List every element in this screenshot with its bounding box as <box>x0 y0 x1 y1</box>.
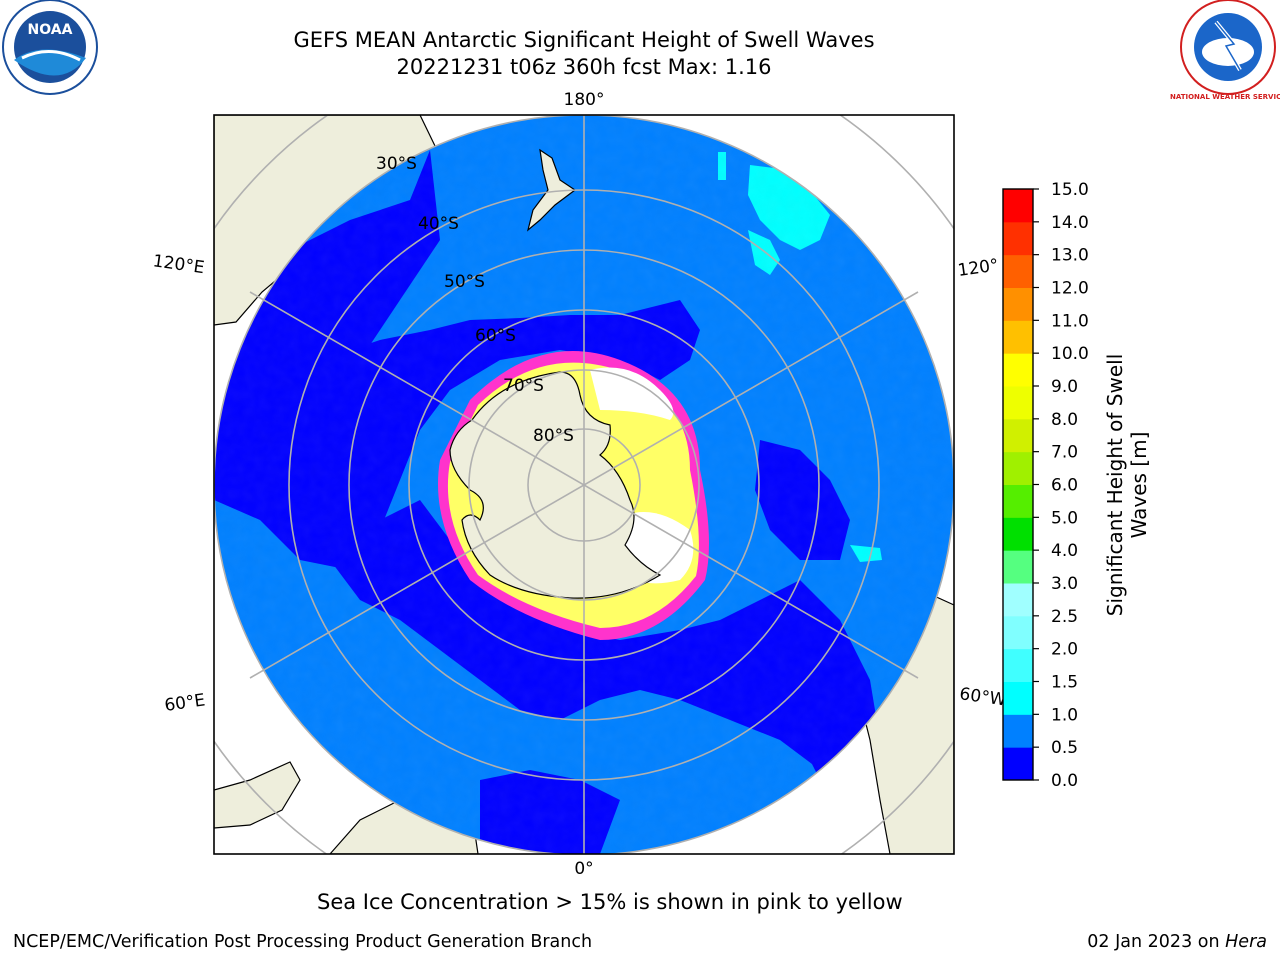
colorbar-tick-label: 11.0 <box>1051 311 1089 331</box>
colorbar-tick-label: 15.0 <box>1051 180 1089 200</box>
colorbar-swatch <box>1003 550 1033 584</box>
lat-label-50s: 50°S <box>444 272 485 292</box>
colorbar-title-line1: Significant Height of Swell <box>1103 354 1127 616</box>
footer-date: 02 Jan 2023 on Hera <box>1087 932 1267 952</box>
colorbar-tick-label: 12.0 <box>1051 279 1089 299</box>
colorbar-swatch <box>1003 615 1033 650</box>
colorbar-swatch <box>1003 418 1033 453</box>
colorbar-swatch <box>1003 681 1033 715</box>
colorbar-swatch <box>1003 221 1033 256</box>
colorbar-tick-label: 9.0 <box>1051 377 1078 397</box>
colorbar-swatch <box>1003 648 1033 682</box>
colorbar-swatch <box>1003 353 1033 387</box>
lat-label-40s: 40°S <box>418 214 459 234</box>
map-area: 30°S 40°S 50°S 60°S 70°S 80°S <box>214 115 954 854</box>
footer-date-text: 02 Jan 2023 on <box>1087 932 1226 952</box>
colorbar-swatch <box>1003 517 1033 551</box>
colorbar-tick-label: 6.0 <box>1051 476 1078 496</box>
lat-label-30s: 30°S <box>376 154 417 174</box>
colorbar: 0.0 0.5 1.0 1.5 2.0 2.5 3.0 4.0 5.0 6.0 7.0 8.0 9.0 1… <box>1002 180 1089 791</box>
noaa-logo-text: NOAA <box>28 22 73 38</box>
lon-label-top: 180° <box>564 90 605 110</box>
colorbar-swatch <box>1003 714 1033 748</box>
new-zealand <box>526 148 577 232</box>
lat-label-70s: 70°S <box>503 376 544 396</box>
colorbar-tick-label: 7.0 <box>1051 443 1078 463</box>
colorbar-tick-label: 14.0 <box>1051 213 1089 233</box>
colorbar-tick-label: 8.0 <box>1051 410 1078 430</box>
colorbar-tick-label: 5.0 <box>1051 508 1078 528</box>
lon-label-lower-left: 60°E <box>163 690 206 715</box>
colorbar-tick-label: 13.0 <box>1051 246 1089 266</box>
map-title: GEFS MEAN Antarctic Significant Height o… <box>293 28 875 52</box>
nws-logo-text: NATIONAL WEATHER SERVICE <box>1170 93 1280 101</box>
lat-label-60s: 60°S <box>475 326 516 346</box>
colorbar-title: Significant Height of Swell Waves [m] <box>1103 354 1151 616</box>
colorbar-swatch <box>1003 287 1033 321</box>
colorbar-tick-label: 0.0 <box>1051 771 1078 791</box>
colorbar-swatch <box>1003 451 1033 485</box>
footer-credit: NCEP/EMC/Verification Post Processing Pr… <box>13 932 593 952</box>
antarctica <box>449 371 662 599</box>
lon-label-upper-left: 120°E <box>152 251 206 278</box>
map-subtitle: 20221231 t06z 360h fcst Max: 1.16 <box>396 55 772 79</box>
graticule <box>214 115 954 854</box>
map-frame <box>213 114 955 855</box>
lon-label-upper-right: 120° <box>957 255 1000 281</box>
colorbar-swatch <box>1003 189 1033 223</box>
colorbar-tick-label: 1.0 <box>1051 705 1078 725</box>
lon-label-bottom: 0° <box>574 859 593 879</box>
colorbar-swatch <box>1003 747 1033 781</box>
lon-label-lower-right: 60°W <box>958 684 1007 710</box>
colorbar-tick-label: 1.5 <box>1051 673 1078 693</box>
colorbar-swatch <box>1003 386 1033 420</box>
colorbar-tick-label: 0.5 <box>1051 738 1078 758</box>
colorbar-tick-label: 10.0 <box>1051 344 1089 364</box>
colorbar-swatch <box>1003 583 1033 617</box>
colorbar-title-line2: Waves [m] <box>1127 432 1151 539</box>
colorbar-tick-label: 4.0 <box>1051 541 1078 561</box>
lat-label-80s: 80°S <box>533 426 574 446</box>
sea-ice-caption: Sea Ice Concentration > 15% is shown in … <box>317 890 903 914</box>
colorbar-swatch <box>1003 484 1033 518</box>
footer-host: Hera <box>1225 932 1267 952</box>
colorbar-swatch <box>1003 320 1033 354</box>
colorbar-tick-label: 3.0 <box>1051 574 1078 594</box>
noaa-logo: NOAA <box>2 0 98 95</box>
colorbar-swatch <box>1003 254 1033 288</box>
nws-logo: NATIONAL WEATHER SERVICE <box>1170 0 1280 101</box>
colorbar-tick-label: 2.5 <box>1051 607 1078 627</box>
colorbar-tick-label: 2.0 <box>1051 640 1078 660</box>
